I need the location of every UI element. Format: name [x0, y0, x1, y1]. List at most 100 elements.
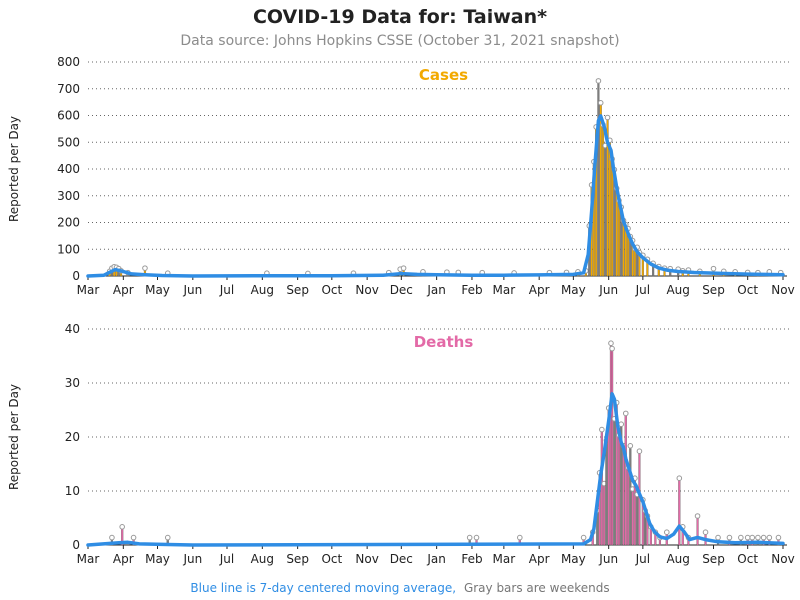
deaths-daily-marker [749, 534, 756, 541]
deaths-x-tick-label: Apr [113, 552, 134, 566]
cases-x-tick-label: Apr [529, 283, 550, 297]
deaths-daily-bar [624, 415, 627, 546]
deaths-daily-marker [760, 534, 767, 541]
deaths-daily-marker [694, 513, 701, 519]
cases-x-tick-label: May [145, 283, 170, 297]
deaths-x-tick-label: Dec [390, 552, 413, 566]
deaths-daily-marker [109, 534, 115, 541]
cases-x-tick-label: Jul [635, 283, 650, 297]
figure-title: COVID-19 Data for: Taiwan* [253, 6, 547, 28]
deaths-daily-marker [466, 534, 473, 541]
deaths-daily-bar [658, 539, 662, 546]
cases-x-tick-label: Oct [737, 283, 758, 297]
deaths-y-axis-label: Reported per Day [7, 384, 21, 490]
deaths-daily-marker [627, 443, 634, 449]
cases-panel-title: Cases [419, 66, 468, 84]
deaths-daily-bar [654, 534, 657, 546]
deaths-daily-marker [130, 534, 137, 541]
cases-x-tick-label: Nov [355, 283, 378, 297]
deaths-daily-marker [676, 475, 683, 482]
cases-daily-bar [617, 202, 620, 277]
deaths-daily-bar [622, 447, 625, 546]
cases-daily-bar [597, 82, 600, 277]
deaths-daily-marker [618, 421, 625, 428]
deaths-daily-bar [611, 350, 614, 546]
deaths-daily-marker [622, 410, 629, 417]
deaths-daily-marker [775, 534, 782, 541]
deaths-y-tick-label: 10 [65, 484, 80, 498]
cases-daily-bar [633, 250, 636, 277]
deaths-y-tick-label: 30 [65, 376, 80, 390]
cases-y-tick-label: 700 [57, 82, 80, 96]
deaths-daily-marker [715, 534, 721, 541]
deaths-daily-bar [626, 469, 630, 546]
deaths-x-tick-label: Jul [635, 552, 650, 566]
deaths-daily-bar [631, 490, 634, 546]
cases-daily-bar [611, 160, 614, 277]
cases-y-tick-label: 200 [57, 216, 80, 230]
cases-x-tick-label: Jul [219, 283, 234, 297]
cases-y-tick-label: 0 [72, 269, 80, 283]
deaths-x-tick-label: Aug [251, 552, 274, 566]
cases-y-tick-label: 600 [57, 109, 80, 123]
deaths-daily-marker [755, 534, 761, 541]
cases-daily-bar [608, 142, 611, 277]
cases-daily-bar [601, 126, 605, 277]
cases-x-tick-label: Apr [113, 283, 134, 297]
footnote-average-note: Blue line is 7-day centered moving avera… [190, 581, 456, 595]
deaths-x-tick-label: Apr [529, 552, 550, 566]
cases-y-tick-label: 500 [57, 135, 80, 149]
deaths-daily-marker [726, 534, 733, 541]
deaths-x-tick-label: May [561, 552, 586, 566]
deaths-daily-marker [517, 534, 523, 541]
deaths-daily-marker [119, 524, 125, 530]
deaths-x-tick-label: Nov [355, 552, 378, 566]
deaths-daily-bar [636, 496, 639, 546]
deaths-x-tick-label: Jun [598, 552, 618, 566]
deaths-x-tick-label: Jun [182, 552, 202, 566]
deaths-panel-title: Deaths [414, 333, 474, 351]
deaths-panel: 0 10 20 30 40 Mar Apr May Jun Jul Aug Sep Oct Nov Dec J… [7, 322, 795, 566]
deaths-daily-bar [617, 436, 620, 546]
deaths-daily-marker [636, 448, 643, 455]
cases-daily-marker [597, 100, 604, 106]
deaths-daily-marker [609, 345, 615, 352]
cases-daily-bar [599, 104, 602, 277]
cases-y-tick-label: 300 [57, 189, 80, 203]
deaths-x-tick-label: Mar [77, 552, 100, 566]
figure-subtitle: Data source: Johns Hopkins CSSE (October… [180, 33, 619, 49]
cases-daily-bar [604, 147, 607, 277]
deaths-daily-marker [164, 534, 171, 541]
deaths-daily-marker [738, 534, 744, 541]
cases-x-tick-label: Mar [493, 283, 516, 297]
cases-x-tick-label: Oct [321, 283, 342, 297]
deaths-daily-bar [633, 480, 636, 546]
cases-y-tick-label: 100 [57, 242, 80, 256]
deaths-x-tick-label: Oct [321, 552, 342, 566]
deaths-daily-bar [696, 517, 699, 546]
cases-daily-bar [638, 254, 641, 277]
deaths-x-tick-label: Jul [219, 552, 234, 566]
footnote: Blue line is 7-day centered moving avera… [190, 581, 609, 595]
cases-x-tick-label: Dec [390, 283, 413, 297]
cases-y-axis-label: Reported per Day [7, 116, 21, 222]
deaths-y-tick-label: 40 [65, 322, 80, 336]
deaths-daily-bar [678, 480, 681, 546]
deaths-daily-marker [473, 534, 480, 541]
cases-daily-bar [615, 190, 618, 277]
deaths-y-tick-label: 20 [65, 430, 80, 444]
deaths-daily-bar [603, 485, 606, 546]
cases-y-tick-label: 800 [57, 55, 80, 69]
cases-x-tick-label: Feb [461, 283, 482, 297]
cases-daily-marker [595, 78, 602, 84]
cases-x-tick-label: Sep [286, 283, 309, 297]
deaths-x-tick-label: Feb [461, 552, 482, 566]
deaths-daily-marker [663, 529, 670, 536]
cases-moving-average-line [86, 114, 785, 278]
cases-daily-marker [142, 265, 148, 271]
deaths-moving-average-line [86, 392, 785, 547]
cases-daily-marker [604, 114, 611, 121]
deaths-y-tick-label: 0 [72, 538, 80, 552]
deaths-daily-marker [766, 534, 773, 541]
